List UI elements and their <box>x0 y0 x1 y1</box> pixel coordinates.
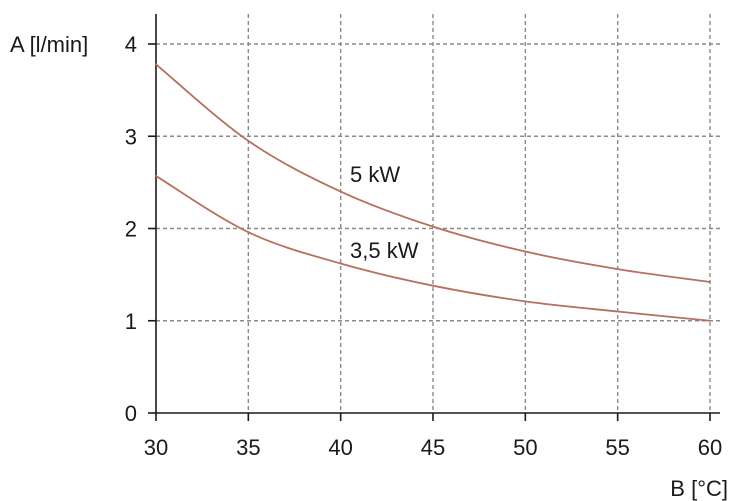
ticks: 30 35 40 45 50 55 60 0 1 2 3 4 <box>125 32 722 460</box>
y-tick-label: 1 <box>125 309 137 334</box>
series-lines <box>155 63 711 322</box>
x-tick-label: 35 <box>236 435 260 460</box>
axes <box>155 14 720 414</box>
y-tick-label: 4 <box>125 32 137 57</box>
x-axis-title: B [°C] <box>670 476 728 501</box>
x-tick-label: 30 <box>144 435 168 460</box>
y-tick-label: 0 <box>125 401 137 426</box>
series-line-1 <box>155 175 711 322</box>
x-tick-label: 45 <box>421 435 445 460</box>
x-tick-label: 50 <box>513 435 537 460</box>
series-label-3-5kw: 3,5 kW <box>350 238 419 263</box>
y-tick-label: 3 <box>125 124 137 149</box>
y-axis-title: A [l/min] <box>10 32 88 57</box>
grid <box>156 14 720 413</box>
series-label-5kw: 5 kW <box>350 162 400 187</box>
series-line-0 <box>155 63 711 283</box>
y-tick-label: 2 <box>125 217 137 242</box>
x-tick-label: 55 <box>605 435 629 460</box>
x-tick-label: 40 <box>328 435 352 460</box>
x-tick-label: 60 <box>698 435 722 460</box>
